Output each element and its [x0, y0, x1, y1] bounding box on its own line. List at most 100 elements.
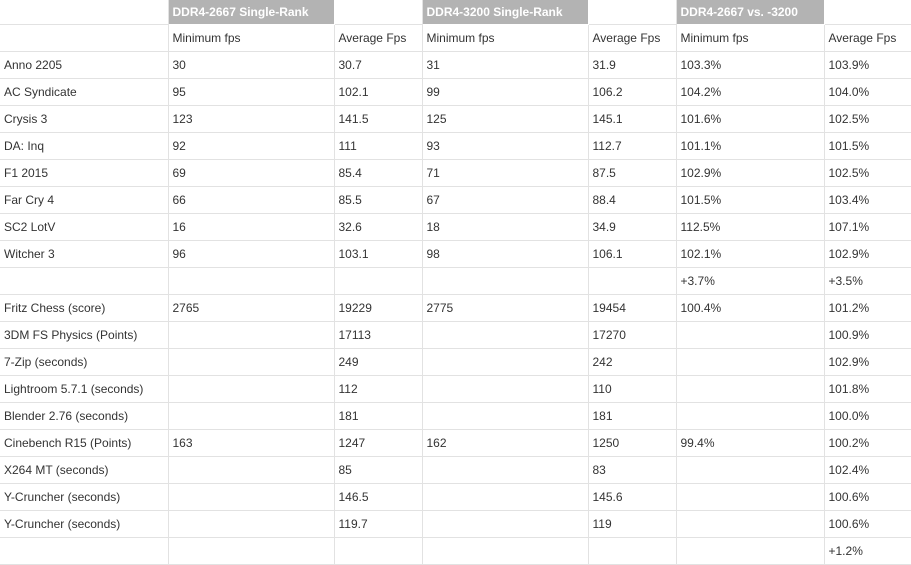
min-fps-ratio-cell: 102.9% — [676, 159, 825, 187]
table-row: +1.2% — [0, 537, 911, 565]
row-label-cell: Witcher 3 — [0, 240, 169, 268]
avg-fps-3200-cell: 181 — [588, 402, 677, 430]
avg-fps-2667-cell: 85.4 — [334, 159, 423, 187]
table-row: Crysis 3 123 141.5 125 145.1 101.6% 102.5% — [0, 105, 911, 133]
min-fps-ratio-cell: 99.4% — [676, 429, 825, 457]
min-fps-ratio-cell: 100.4% — [676, 294, 825, 322]
table-row: Fritz Chess (score) 2765 19229 2775 19454 100… — [0, 294, 911, 322]
row-label-cell: Y-Cruncher (seconds) — [0, 483, 169, 511]
table-row: Witcher 3 96 103.1 98 106.1 102.1% 102.9% — [0, 240, 911, 268]
table-row: SC2 LotV 16 32.6 18 34.9 112.5% 107.1% — [0, 213, 911, 241]
avg-fps-2667-cell — [334, 537, 423, 565]
avg-fps-3200-cell: 1250 — [588, 429, 677, 457]
row-label-cell: F1 2015 — [0, 159, 169, 187]
min-fps-ratio-cell: 102.1% — [676, 240, 825, 268]
avg-fps-3200-cell: 34.9 — [588, 213, 677, 241]
min-fps-2667-cell — [168, 510, 335, 538]
avg-fps-ratio-cell: 101.8% — [824, 375, 911, 403]
avg-fps-3200-cell: 19454 — [588, 294, 677, 322]
row-label-cell: SC2 LotV — [0, 213, 169, 241]
corner-cell — [0, 0, 169, 25]
avg-fps-2667-cell: 30.7 — [334, 51, 423, 79]
row-label-cell: Crysis 3 — [0, 105, 169, 133]
avg-fps-2667-cell: 112 — [334, 375, 423, 403]
min-fps-ratio-cell — [676, 483, 825, 511]
avg-fps-ratio-cell: 102.9% — [824, 348, 911, 376]
min-fps-3200-cell: 67 — [422, 186, 589, 214]
table-head: DDR4-2667 Single-Rank DDR4-3200 Single-R… — [0, 0, 911, 52]
row-label-cell: Blender 2.76 (seconds) — [0, 402, 169, 430]
table-body: Anno 2205 30 30.7 31 31.9 103.3% 103.9% AC Synd… — [0, 51, 911, 565]
avg-fps-2667-cell: 17113 — [334, 321, 423, 349]
avg-fps-3200-cell — [588, 537, 677, 565]
row-label-cell: Anno 2205 — [0, 51, 169, 79]
avg-fps-2667-cell: 85.5 — [334, 186, 423, 214]
avg-fps-ratio-cell: 103.9% — [824, 51, 911, 79]
column-header: Minimum fps — [422, 24, 589, 52]
avg-fps-3200-cell: 17270 — [588, 321, 677, 349]
min-fps-ratio-cell — [676, 321, 825, 349]
avg-fps-3200-cell: 106.1 — [588, 240, 677, 268]
min-fps-3200-cell: 71 — [422, 159, 589, 187]
avg-fps-3200-cell: 31.9 — [588, 51, 677, 79]
min-fps-ratio-cell — [676, 510, 825, 538]
group-header-spacer — [824, 0, 911, 25]
min-fps-ratio-cell: 103.3% — [676, 51, 825, 79]
avg-fps-2667-cell: 111 — [334, 132, 423, 160]
row-label-cell: DA: Inq — [0, 132, 169, 160]
table-row: Cinebench R15 (Points) 163 1247 162 1250 99.4… — [0, 429, 911, 457]
avg-fps-ratio-cell: +1.2% — [824, 537, 911, 565]
min-fps-2667-cell: 2765 — [168, 294, 335, 322]
min-fps-ratio-cell: +3.7% — [676, 267, 825, 295]
table-row: X264 MT (seconds) 85 83 102.4% — [0, 456, 911, 484]
min-fps-2667-cell: 66 — [168, 186, 335, 214]
table-row: AC Syndicate 95 102.1 99 106.2 104.2% 104.0% — [0, 78, 911, 106]
min-fps-3200-cell — [422, 537, 589, 565]
avg-fps-3200-cell: 145.6 — [588, 483, 677, 511]
avg-fps-ratio-cell: 100.6% — [824, 483, 911, 511]
table-row: Blender 2.76 (seconds) 181 181 100.0% — [0, 402, 911, 430]
avg-fps-2667-cell: 32.6 — [334, 213, 423, 241]
column-header — [0, 24, 169, 52]
avg-fps-ratio-cell: 101.5% — [824, 132, 911, 160]
min-fps-3200-cell: 2775 — [422, 294, 589, 322]
column-header: Average Fps — [334, 24, 423, 52]
min-fps-3200-cell: 31 — [422, 51, 589, 79]
row-label-cell: Far Cry 4 — [0, 186, 169, 214]
group-header-row: DDR4-2667 Single-Rank DDR4-3200 Single-R… — [0, 0, 911, 25]
group-header-spacer — [588, 0, 677, 25]
table-row: Anno 2205 30 30.7 31 31.9 103.3% 103.9% — [0, 51, 911, 79]
min-fps-2667-cell — [168, 267, 335, 295]
avg-fps-3200-cell — [588, 267, 677, 295]
avg-fps-3200-cell: 106.2 — [588, 78, 677, 106]
avg-fps-2667-cell: 103.1 — [334, 240, 423, 268]
table-row: Y-Cruncher (seconds) 119.7 119 100.6% — [0, 510, 911, 538]
min-fps-ratio-cell — [676, 348, 825, 376]
avg-fps-3200-cell: 145.1 — [588, 105, 677, 133]
column-header-row: Minimum fps Average Fps Minimum fps Aver… — [0, 24, 911, 52]
avg-fps-ratio-cell: +3.5% — [824, 267, 911, 295]
column-header: Average Fps — [824, 24, 911, 52]
row-label-cell: Lightroom 5.7.1 (seconds) — [0, 375, 169, 403]
table-row: Y-Cruncher (seconds) 146.5 145.6 100.6% — [0, 483, 911, 511]
avg-fps-ratio-cell: 100.9% — [824, 321, 911, 349]
min-fps-2667-cell — [168, 402, 335, 430]
min-fps-3200-cell: 93 — [422, 132, 589, 160]
min-fps-3200-cell — [422, 483, 589, 511]
avg-fps-ratio-cell: 103.4% — [824, 186, 911, 214]
min-fps-2667-cell — [168, 483, 335, 511]
min-fps-3200-cell: 125 — [422, 105, 589, 133]
min-fps-2667-cell: 163 — [168, 429, 335, 457]
min-fps-ratio-cell — [676, 537, 825, 565]
table-row: DA: Inq 92 111 93 112.7 101.1% 101.5% — [0, 132, 911, 160]
min-fps-2667-cell — [168, 375, 335, 403]
avg-fps-2667-cell: 119.7 — [334, 510, 423, 538]
min-fps-ratio-cell: 101.1% — [676, 132, 825, 160]
min-fps-3200-cell — [422, 510, 589, 538]
avg-fps-ratio-cell: 102.9% — [824, 240, 911, 268]
min-fps-2667-cell: 69 — [168, 159, 335, 187]
min-fps-ratio-cell — [676, 375, 825, 403]
avg-fps-2667-cell: 19229 — [334, 294, 423, 322]
min-fps-3200-cell: 98 — [422, 240, 589, 268]
